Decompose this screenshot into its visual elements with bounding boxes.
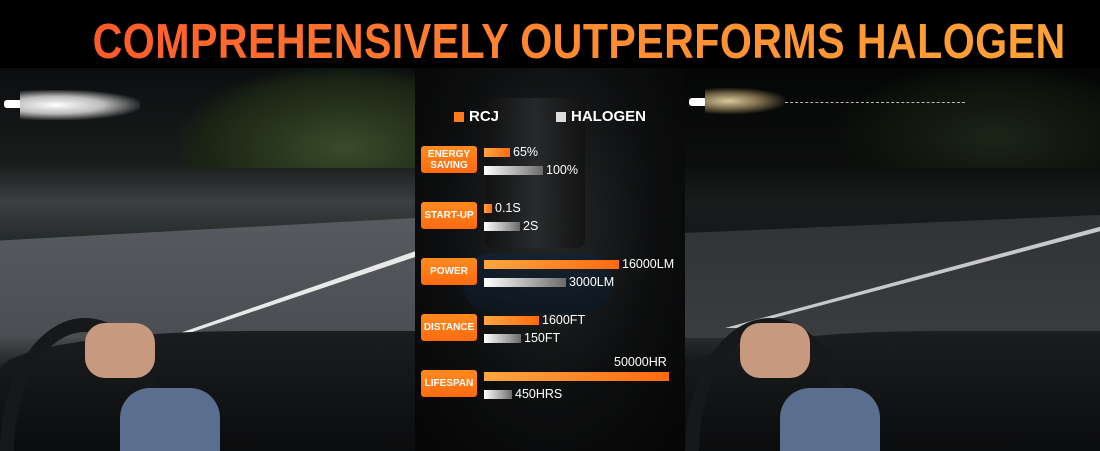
car-icon xyxy=(4,100,22,108)
rcj-value-label: 16000LM xyxy=(622,257,675,271)
rcj-value-label: 1600FT xyxy=(542,313,586,327)
category-label: POWER xyxy=(421,258,477,285)
legend-halogen: HALOGEN xyxy=(556,108,646,125)
led-night-road-image xyxy=(0,68,415,451)
beam-range-line xyxy=(785,102,965,103)
halogen-night-road-image xyxy=(685,68,1100,451)
rcj-value-label: 0.1S xyxy=(495,201,521,215)
halogen-value-label: 100% xyxy=(546,163,578,177)
rcj-bar xyxy=(484,148,510,157)
halogen-value-label: 150FT xyxy=(524,331,561,345)
legend-rcj: RCJ xyxy=(454,108,499,125)
halogen-bar xyxy=(484,334,521,343)
rcj-value-label: 65% xyxy=(513,145,539,159)
headlight-beam-icon xyxy=(20,90,140,120)
rcj-swatch-icon xyxy=(454,111,464,122)
rcj-bar xyxy=(484,372,669,381)
car-icon xyxy=(689,98,707,106)
category-label: ENERGY SAVING xyxy=(421,146,477,173)
rcj-bar xyxy=(484,204,492,213)
rcj-value-label: 50000HR xyxy=(614,355,667,369)
headlight-beam-icon xyxy=(705,88,785,114)
halogen-bar xyxy=(484,278,566,287)
rcj-bar xyxy=(484,260,619,269)
category-label: START-UP xyxy=(421,202,477,229)
rcj-bar xyxy=(484,316,539,325)
headline: COMPREHENSIVELY OUTPERFORMS HALOGEN xyxy=(92,15,1066,69)
category-label: DISTANCE xyxy=(421,314,477,341)
halogen-value-label: 2S xyxy=(523,219,539,233)
halogen-bar xyxy=(484,222,520,231)
halogen-swatch-icon xyxy=(556,111,566,122)
halogen-bar xyxy=(484,166,543,175)
category-label: LIFESPAN xyxy=(421,370,477,397)
halogen-bar xyxy=(484,390,512,399)
halogen-value-label: 3000LM xyxy=(569,275,615,289)
halogen-value-label: 450HRS xyxy=(515,387,563,401)
